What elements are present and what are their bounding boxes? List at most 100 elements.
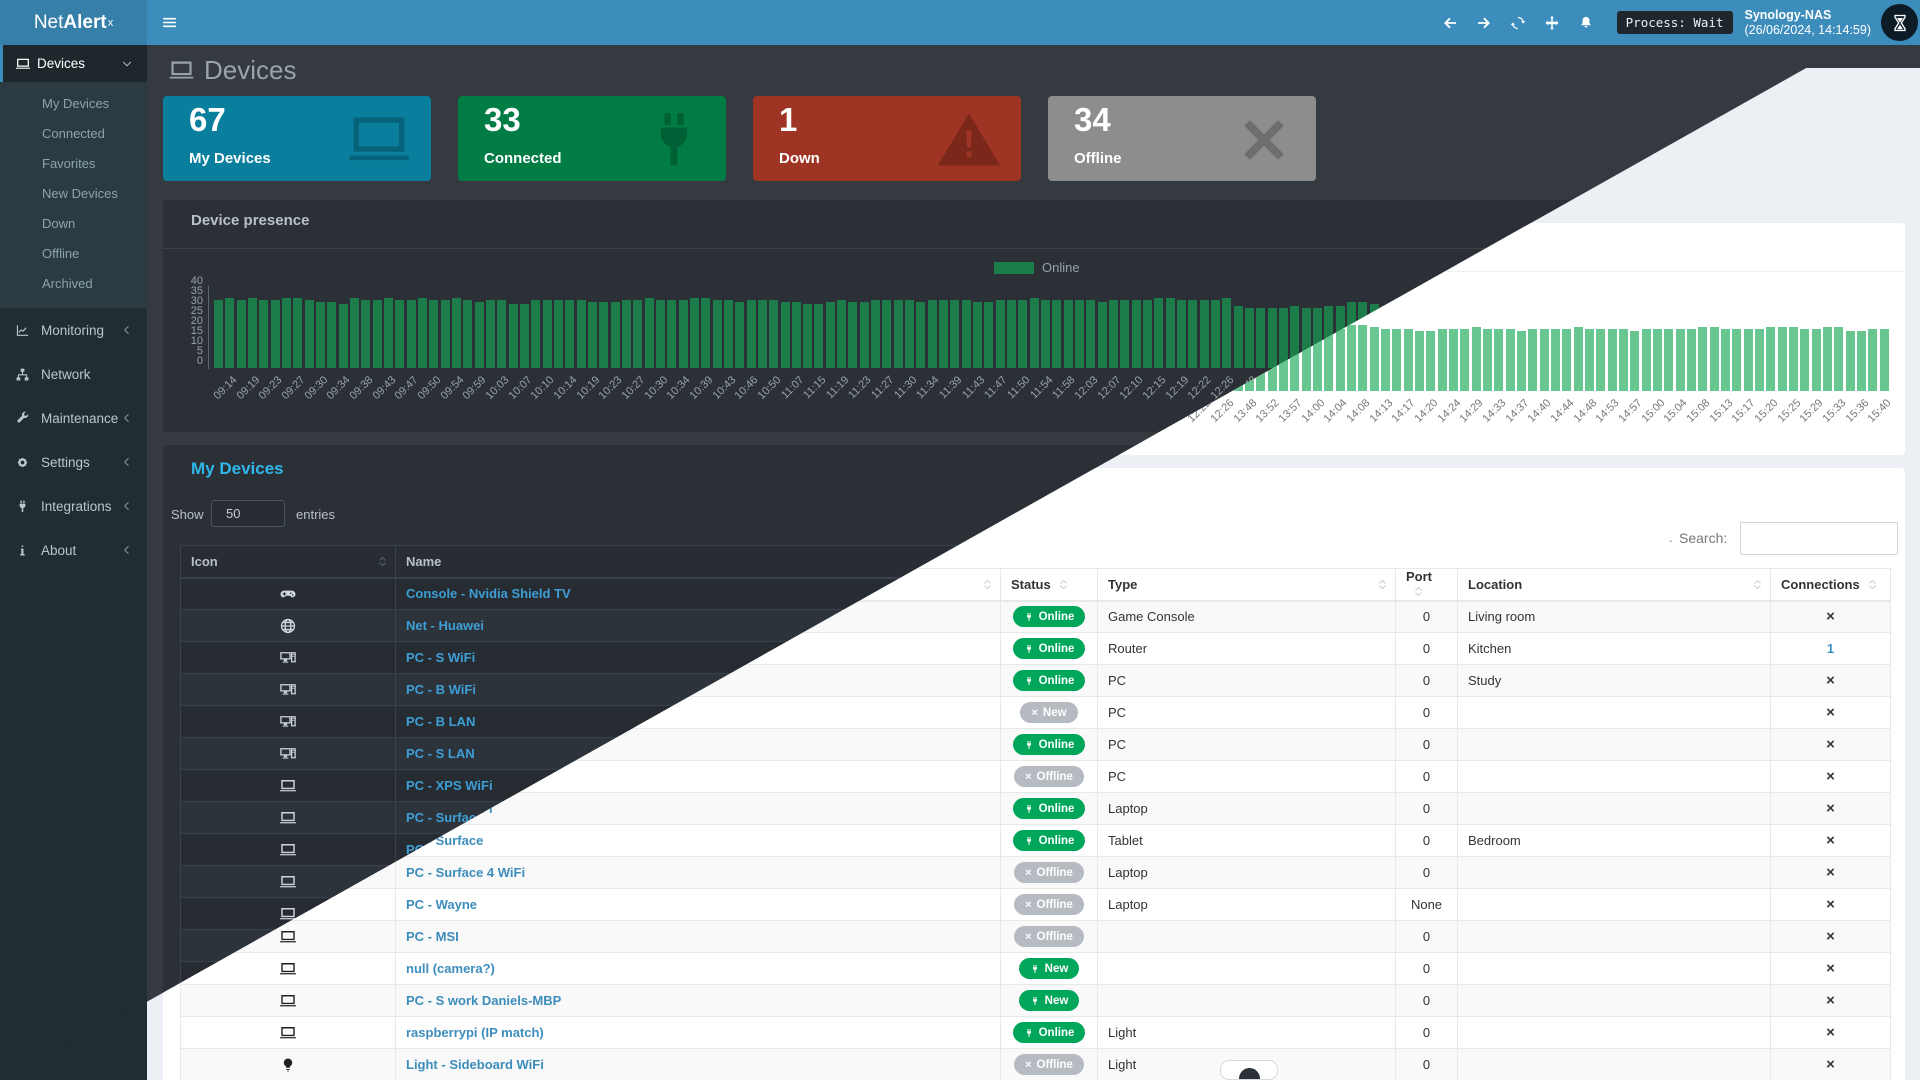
presence-bar (1211, 300, 1221, 368)
connections-link[interactable]: 1 (1826, 641, 1835, 656)
chart-legend[interactable]: Online (994, 260, 1080, 275)
x-tick-label: 15:08 (1684, 397, 1713, 425)
stat-card-connected[interactable]: 33 Connected (458, 96, 726, 181)
column-header-icon[interactable]: Icon (180, 545, 396, 579)
sidebar-subitem-offline[interactable]: Offline (42, 246, 80, 261)
device-name-link[interactable]: Light - Sideboard WiFi (406, 1057, 544, 1072)
device-name-link[interactable]: PC - MSI (406, 929, 459, 944)
presence-bar (565, 300, 575, 368)
lightbulb-device-icon (279, 1056, 297, 1074)
page-size-select[interactable]: 50 (211, 500, 285, 527)
bell-icon[interactable] (1569, 0, 1603, 45)
column-header-status[interactable]: Status (1000, 568, 1098, 602)
presence-bar (236, 300, 246, 368)
x-tick-label: 14:04 (1321, 397, 1350, 425)
device-name-link[interactable]: PC - B LAN (406, 714, 476, 729)
column-header-port[interactable]: Port (1395, 568, 1458, 602)
device-name-link[interactable]: PC - S LAN (406, 746, 475, 761)
chevron-left-icon (121, 412, 133, 424)
presence-bar (995, 300, 1005, 368)
device-name-link[interactable]: PC - Surface (406, 810, 484, 825)
stat-card-down[interactable]: 1 Down (753, 96, 1021, 181)
presence-bar (973, 302, 983, 368)
x-tick-label: 09:34 (324, 374, 353, 402)
sidebar-item-maintenance[interactable]: Maintenance (0, 396, 147, 440)
no-connections-icon: × (1826, 1024, 1835, 1041)
sidebar-item-settings[interactable]: Settings (0, 440, 147, 484)
device-name-link[interactable]: PC - S work Daniels-MBP (406, 993, 562, 1008)
x-tick-label: 14:24 (1435, 397, 1464, 425)
sidebar-subitem-connected[interactable]: Connected (42, 126, 105, 141)
partial-popup (1220, 1060, 1278, 1080)
x-tick-label: 10:43 (710, 374, 739, 402)
stat-card-my-devices[interactable]: 67 My Devices (163, 96, 431, 181)
presence-bar (1245, 308, 1255, 368)
device-name-link[interactable]: PC - XPS WiFi (406, 778, 493, 793)
presence-bar (1029, 298, 1039, 368)
sidebar-subitem-favorites[interactable]: Favorites (42, 156, 96, 171)
sidebar-item-monitoring[interactable]: Monitoring (0, 308, 147, 352)
presence-bar (1324, 329, 1334, 391)
hamburger-menu-icon[interactable] (150, 0, 188, 45)
status-badge: New (1018, 990, 1080, 1011)
column-header-connections[interactable]: Connections (1770, 568, 1891, 602)
presence-bar (1471, 327, 1481, 391)
column-header-name[interactable]: Name (395, 545, 1001, 579)
status-badge: Online (1012, 734, 1086, 755)
x-tick-label: 13:57 (1276, 397, 1305, 425)
status-badge: ×New (1020, 702, 1078, 723)
device-name-link[interactable]: null (camera?) (406, 961, 495, 976)
presence-bar (531, 300, 541, 368)
sidebar-subitem-down[interactable]: Down (42, 216, 76, 231)
device-name-link[interactable]: PC - Surface 4 WiFi (406, 865, 526, 880)
presence-bar (644, 298, 654, 368)
sidebar-item-network[interactable]: Network (0, 352, 147, 396)
presence-bar (372, 300, 382, 368)
sidebar-subitem-archived[interactable]: Archived (42, 276, 93, 291)
move-icon[interactable] (1535, 0, 1569, 45)
stat-card-offline[interactable]: 34 Offline (1048, 96, 1316, 181)
x-tick-label: 14:40 (1525, 397, 1554, 425)
laptop-device-icon (279, 905, 297, 923)
status-badge: Online (1012, 638, 1086, 659)
presence-bar (315, 302, 325, 368)
presence-bar (1652, 329, 1662, 391)
column-header-location[interactable]: Location (1457, 568, 1771, 602)
sidebar-item-devices[interactable]: Devices (0, 45, 147, 82)
presence-bar (712, 300, 722, 368)
x-tick-label: 11:23 (846, 374, 874, 402)
device-name-link[interactable]: PC - B WiFi (406, 682, 476, 697)
y-tick: 15 (190, 325, 203, 337)
search-input[interactable] (1740, 522, 1898, 555)
presence-bar (361, 300, 371, 368)
no-connections-icon: × (1826, 832, 1835, 849)
device-name-link[interactable]: raspberrypi (IP match) (406, 1025, 544, 1040)
presence-bar (599, 302, 609, 368)
presence-bar (1290, 306, 1300, 368)
sidebar-subitem-new-devices[interactable]: New Devices (42, 186, 118, 201)
x-tick-label: 09:19 (234, 374, 263, 402)
arrow-left-icon[interactable] (1433, 0, 1467, 45)
device-name-link[interactable]: PC - Wayne (406, 897, 478, 912)
presence-bar (939, 300, 949, 368)
arrow-right-icon[interactable] (1467, 0, 1501, 45)
device-name-link[interactable]: PC - S WiFi (406, 650, 476, 665)
no-connections-icon: × (1826, 896, 1835, 913)
presence-bar (270, 300, 280, 368)
x-tick-label: 09:47 (392, 374, 421, 402)
stat-label: Offline (1074, 150, 1122, 167)
sidebar-item-about[interactable]: About (0, 528, 147, 572)
refresh-icon[interactable] (1501, 0, 1535, 45)
presence-bar (1505, 329, 1515, 391)
column-header-type[interactable]: Type (1097, 568, 1396, 602)
stat-value: 67 (189, 101, 226, 138)
presence-bar (1301, 308, 1311, 368)
presence-bar (1131, 300, 1141, 368)
device-name-link[interactable]: Console - Nvidia Shield TV (406, 586, 571, 602)
x-tick-label: 11:15 (801, 374, 829, 402)
sidebar-item-integrations[interactable]: Integrations (0, 484, 147, 528)
device-name-link[interactable]: Net - Huawei (406, 618, 485, 633)
sidebar-subitem-my-devices[interactable]: My Devices (42, 96, 110, 111)
